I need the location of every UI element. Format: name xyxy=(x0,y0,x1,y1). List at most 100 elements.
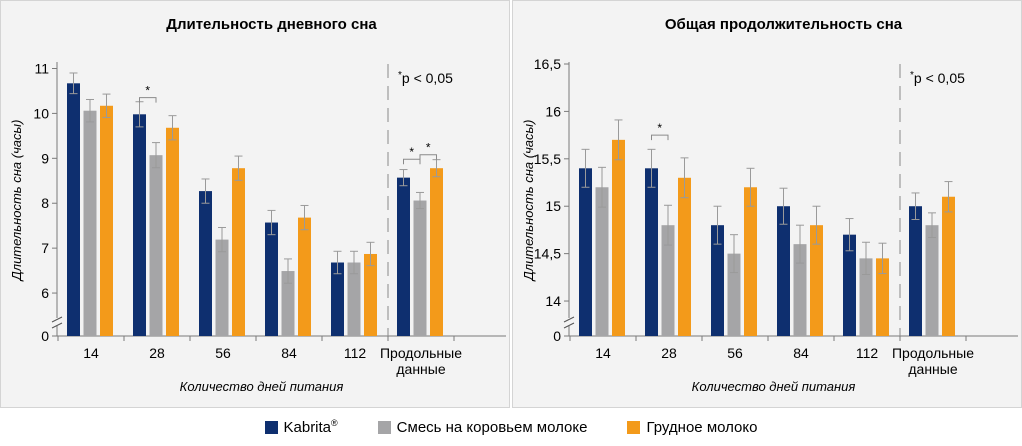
significance-star: * xyxy=(426,141,431,155)
legend-item-cow-milk: Смесь на коровьем молоке xyxy=(377,418,588,436)
axis-break-icon xyxy=(51,316,63,329)
x-tick-label: 28 xyxy=(661,345,677,361)
bar-cow-milk-84 xyxy=(793,244,807,336)
x-tick-label: 56 xyxy=(727,345,743,361)
significance-star: * xyxy=(409,145,414,159)
y-tick-label: 11 xyxy=(34,60,49,76)
x-tick-label: 112 xyxy=(856,345,879,361)
bar-cow-milk-28 xyxy=(149,155,163,336)
legend-swatch-breast-milk xyxy=(627,420,641,434)
x-tick-label: 112 xyxy=(344,345,367,361)
y-tick-label-zero: 0 xyxy=(553,328,561,344)
y-axis-label: Длительность сна (часы) xyxy=(521,120,536,283)
chart-panel-total-sleep: Общая продолжительность сна 14 14,5 15 15,5 1… xyxy=(512,0,1022,408)
bar-kabrita-84 xyxy=(265,222,278,336)
bar-breast-milk-56 xyxy=(744,187,757,336)
legend: Kabrita® Смесь на коровьем молоке Грудно… xyxy=(0,414,1022,440)
legend-label-breast-milk: Грудное молоко xyxy=(646,418,758,436)
bar-breast-milk-84 xyxy=(298,217,311,336)
bar-cow-milk-56 xyxy=(727,253,741,336)
bar-breast-milk-84 xyxy=(810,225,823,336)
bar-kabrita-14 xyxy=(579,168,592,336)
legend-label-kabrita: Kabrita® xyxy=(283,418,338,436)
legend-item-kabrita: Kabrita® xyxy=(264,418,338,436)
y-tick-label: 15,5 xyxy=(534,151,561,167)
legend-item-breast-milk: Грудное молоко xyxy=(627,419,757,436)
x-tick-label-line2: данные xyxy=(908,361,957,377)
x-tick-label: 28 xyxy=(149,345,165,361)
x-tick-label: 14 xyxy=(595,345,611,361)
annotation-pvalue: *p < 0,05 xyxy=(910,70,965,86)
chart-title: Длительность дневного сна xyxy=(166,16,377,33)
bar-kabrita-84 xyxy=(777,206,790,336)
x-tick-label: 56 xyxy=(215,345,231,361)
bar-kabrita-112 xyxy=(331,262,344,336)
bar-cow-milk-28 xyxy=(661,225,675,336)
x-tick-label: 84 xyxy=(793,345,809,361)
y-tick-label: 8 xyxy=(41,195,49,211)
bar-kabrita-28 xyxy=(645,168,658,336)
bar-cow-milk-112 xyxy=(347,262,361,336)
bar-breast-milk-продольные-данные xyxy=(942,196,955,336)
y-tick-label: 6 xyxy=(41,285,49,301)
bar-kabrita-56 xyxy=(199,191,212,336)
bar-cow-milk-112 xyxy=(859,258,873,336)
significance-bracket xyxy=(403,158,421,165)
x-tick-label: 84 xyxy=(281,345,297,361)
bar-kabrita-28 xyxy=(133,114,146,336)
bar-breast-milk-14 xyxy=(100,105,113,336)
y-tick-label-zero: 0 xyxy=(41,328,49,344)
bar-cow-milk-продольные-данные xyxy=(413,200,427,336)
annotation-pvalue: *p < 0,05 xyxy=(398,70,453,86)
y-tick-label: 14,5 xyxy=(534,246,561,262)
legend-swatch-cow-milk xyxy=(377,420,391,434)
bar-breast-milk-продольные-данные xyxy=(430,168,443,336)
legend-swatch-kabrita xyxy=(264,420,278,434)
bar-cow-milk-14 xyxy=(595,187,609,336)
annotation-star: * xyxy=(910,70,914,81)
bar-kabrita-112 xyxy=(843,234,856,336)
x-tick-label: Продольные xyxy=(380,345,462,361)
significance-bracket xyxy=(651,134,669,141)
bar-breast-milk-28 xyxy=(166,127,179,336)
significance-star: * xyxy=(145,84,150,98)
y-tick-label: 10 xyxy=(33,105,49,121)
annotation-star: * xyxy=(398,70,402,81)
legend-label-cow-milk: Смесь на коровьем молоке xyxy=(396,418,588,436)
chart-total-sleep: Общая продолжительность сна 14 14,5 15 15,5 1… xyxy=(521,16,1018,394)
bar-cow-milk-14 xyxy=(83,110,97,336)
x-axis-label: Количество дней питания xyxy=(180,379,344,394)
bar-breast-milk-56 xyxy=(232,168,245,336)
bar-breast-milk-28 xyxy=(678,177,691,336)
bar-cow-milk-продольные-данные xyxy=(925,225,939,336)
y-tick-label: 15 xyxy=(545,198,561,214)
bar-kabrita-продольные-данные xyxy=(909,206,922,336)
y-tick-label: 7 xyxy=(41,240,49,256)
significance-bracket xyxy=(139,97,157,103)
x-tick-label: 14 xyxy=(83,345,99,361)
bar-breast-milk-112 xyxy=(876,258,889,336)
annotation-text: p < 0,05 xyxy=(402,70,453,86)
y-axis-label: Длительность сна (часы) xyxy=(9,120,24,283)
axis-break-icon xyxy=(563,316,575,329)
x-tick-label-line2: данные xyxy=(396,361,445,377)
chart-panel-daytime-sleep: Длительность дневного сна 6 7 8 9 10 11 0 Длител… xyxy=(0,0,510,408)
bar-kabrita-продольные-данные xyxy=(397,177,410,336)
significance-star: * xyxy=(657,121,662,135)
y-tick-label: 16 xyxy=(545,103,561,119)
bar-kabrita-56 xyxy=(711,225,724,336)
y-tick-label: 14 xyxy=(545,293,561,309)
x-axis-label: Количество дней питания xyxy=(692,379,856,394)
bar-cow-milk-84 xyxy=(281,271,295,336)
chart-daytime-sleep: Длительность дневного сна 6 7 8 9 10 11 0 Длител… xyxy=(9,16,506,394)
significance-bracket xyxy=(419,154,437,160)
chart-title: Общая продолжительность сна xyxy=(665,16,903,33)
y-tick-label: 16,5 xyxy=(534,56,561,72)
bar-breast-milk-112 xyxy=(364,253,377,336)
bar-breast-milk-14 xyxy=(612,139,625,336)
bar-cow-milk-56 xyxy=(215,239,229,336)
y-tick-label: 9 xyxy=(41,150,49,166)
bar-kabrita-14 xyxy=(67,83,80,336)
annotation-text: p < 0,05 xyxy=(914,70,965,86)
